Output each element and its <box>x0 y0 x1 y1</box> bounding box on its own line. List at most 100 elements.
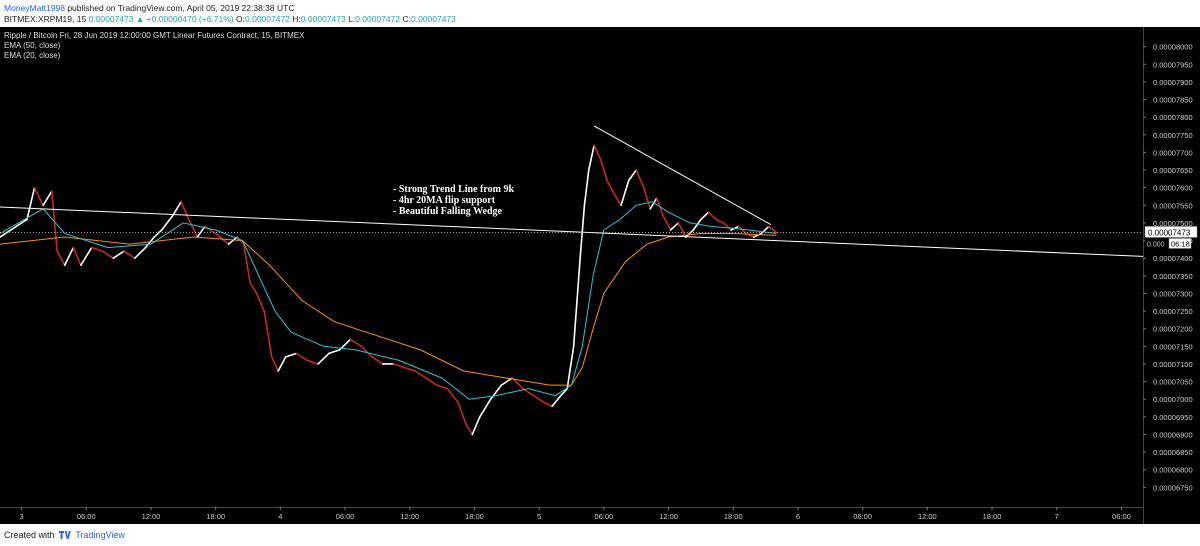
trendline-drawings[interactable] <box>0 125 1144 257</box>
price-tick-label: 0.00007950 <box>1153 60 1193 69</box>
price-segment <box>33 186 44 207</box>
price-segment <box>56 250 66 267</box>
price-segment <box>599 158 608 182</box>
price-tick-label: 0.00006950 <box>1153 413 1193 422</box>
price-segment <box>255 292 265 312</box>
time-tick-label: 18:00 <box>724 512 743 521</box>
price-segment <box>133 246 147 259</box>
price-segment <box>677 222 687 238</box>
time-tick-label: 06:00 <box>1112 512 1131 521</box>
price-segment <box>722 222 732 231</box>
open-label: O: <box>236 14 245 24</box>
price-segment <box>707 211 717 221</box>
tradingview-brand-link[interactable]: TradingView <box>75 530 125 540</box>
time-tick-label: 18:00 <box>465 512 484 521</box>
price-segment <box>532 394 546 404</box>
price-tick-label: 0.00006800 <box>1153 466 1193 475</box>
legend-ema20[interactable]: EMA (20, close) <box>4 51 61 60</box>
chart-area[interactable]: Ripple / Bitcoin Fri, 28 Jun 2019 12:00:… <box>0 27 1200 524</box>
annotation-line: - Strong Trend Line from 9k <box>393 184 515 195</box>
price-segment <box>0 218 28 238</box>
time-tick-label: 6 <box>796 512 800 521</box>
price-tick-label: 0.00007850 <box>1153 96 1193 105</box>
wedge-upper-trendline <box>593 125 772 226</box>
annotation-line: - 4hr 20MA flip support <box>393 195 496 206</box>
price-segment <box>606 179 616 196</box>
price-segment <box>360 345 373 358</box>
high-value: 0.00007473 <box>300 14 346 24</box>
last-price-box <box>1144 226 1198 238</box>
price-segment <box>392 363 406 369</box>
long-trendline <box>0 206 1144 257</box>
price-segment <box>435 384 449 390</box>
price-tick-label: 0.00007300 <box>1153 289 1193 298</box>
time-tick-label: 06:00 <box>853 512 872 521</box>
price-tick-label: 0.00007050 <box>1153 378 1193 387</box>
time-tick-label: 18:00 <box>206 512 225 521</box>
price-series <box>0 144 778 436</box>
time-tick-label: 7 <box>1055 512 1059 521</box>
time-tick-label: 5 <box>537 512 541 521</box>
price-segment <box>123 250 136 259</box>
price-segment <box>180 200 190 221</box>
price-tick-label: 0.00007800 <box>1153 113 1193 122</box>
price-segment <box>270 356 280 372</box>
price-tick-label: 0.00008000 <box>1153 43 1193 52</box>
created-with-label: Created with <box>4 530 55 540</box>
open-value: 0.00007472 <box>245 14 290 24</box>
price-tick-label: 0.00006750 <box>1153 483 1193 492</box>
price-segment <box>642 186 652 210</box>
price-segment <box>403 366 416 372</box>
published-text: published on TradingView.com, April 05, … <box>67 3 295 13</box>
price-tick-label: 0.00007250 <box>1153 307 1193 316</box>
price-tick-label: 0.00007650 <box>1153 166 1193 175</box>
price-segment <box>715 218 725 224</box>
price-tick-label: 0.00007200 <box>1153 325 1193 334</box>
price-segment <box>768 225 778 234</box>
last-price-marker: 0.00007473 0.000 06:18 <box>0 226 1198 249</box>
price-segment <box>295 352 309 362</box>
close-value: 0.00007473 <box>410 14 456 24</box>
price-segment <box>153 229 163 238</box>
time-axis[interactable]: 3 06:00 12:00 18:00 4 06:00 12:00 18:00 5 06:00 12… <box>19 507 1131 521</box>
ema50-series <box>0 233 777 386</box>
price-segment <box>649 197 658 210</box>
countdown-box <box>1168 238 1192 249</box>
chart-legend: Ripple / Bitcoin Fri, 28 Jun 2019 12:00:… <box>4 31 304 61</box>
price-tick-label: 0.00007750 <box>1153 131 1193 140</box>
price-tick-label: 0.00007900 <box>1153 78 1193 87</box>
price-axis[interactable]: 0.00008000 0.00007950 0.00007900 0.00007850… <box>1143 43 1193 493</box>
low-value: 0.00007472 <box>355 14 401 24</box>
price-tick-label: 0.00006850 <box>1153 448 1193 457</box>
price-segment <box>425 377 438 386</box>
annotation-text[interactable]: - Strong Trend Line from 9k - 4hr 20MA f… <box>393 184 514 217</box>
price-tick-label: 0.00007000 <box>1153 395 1193 404</box>
price-segment <box>80 246 93 267</box>
price-segment <box>101 250 115 259</box>
price-chart[interactable]: 0.00008000 0.00007950 0.00007900 0.00007850… <box>0 27 1200 524</box>
price-segment <box>371 356 384 365</box>
annotation-line: - Beautiful Falling Wedge <box>393 206 502 217</box>
price-tick-label: 0.00007500 <box>1153 219 1193 228</box>
time-tick-label: 06:00 <box>77 512 96 521</box>
price-tick-label: 0.00006900 <box>1153 430 1193 439</box>
price-segment <box>72 246 82 267</box>
price-segment <box>593 144 602 161</box>
price-segment <box>587 144 595 171</box>
price-segment <box>471 416 481 436</box>
legend-ema50[interactable]: EMA (50, close) <box>4 41 61 50</box>
countdown-label: 06:18 <box>1171 239 1190 248</box>
price-tick-label: 0.00007400 <box>1153 254 1193 263</box>
price-segment <box>242 243 251 284</box>
hidden-price-box <box>1145 238 1169 249</box>
price-change: +0.00000470 (+6.71%) <box>146 14 234 24</box>
time-tick-label: 4 <box>278 512 282 521</box>
price-segment <box>263 310 273 358</box>
author-link[interactable]: MoneyMatt1998 <box>4 3 65 13</box>
price-segment <box>457 401 467 425</box>
price-tick-label: 0.00007600 <box>1153 184 1193 193</box>
footer: Created with TradingView <box>0 524 1200 546</box>
last-price: 0.00007473 <box>88 14 134 24</box>
price-segment <box>446 387 460 404</box>
price-segment <box>627 169 637 182</box>
